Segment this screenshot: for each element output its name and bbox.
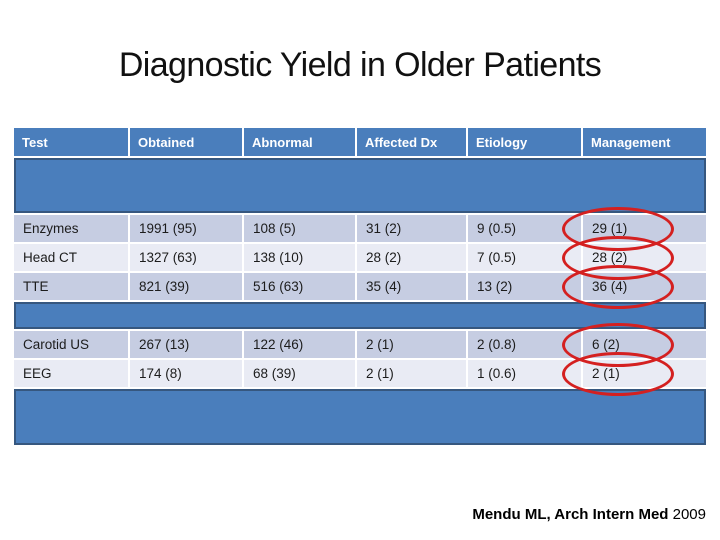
citation-year: 2009	[668, 506, 706, 523]
cell-affected-dx: 35 (4)	[357, 273, 466, 300]
hidden-row-band-middle	[14, 302, 706, 329]
cell-etiology: 7 (0.5)	[468, 244, 581, 271]
column-header-affected-dx: Affected Dx	[357, 128, 466, 156]
cell-management: 6 (2)	[562, 322, 706, 367]
column-header-etiology: Etiology	[468, 128, 581, 156]
column-header-test: Test	[14, 128, 128, 156]
column-header-management: Management	[583, 128, 706, 156]
diagnostic-yield-table: Test Obtained Abnormal Affected Dx Etiol…	[14, 128, 706, 445]
cell-etiology: 1 (0.6)	[468, 360, 581, 387]
cell-etiology: 13 (2)	[468, 273, 581, 300]
cell-test: Carotid US	[14, 331, 128, 358]
cell-management-value: 2 (1)	[592, 366, 620, 381]
cell-abnormal: 138 (10)	[244, 244, 355, 271]
cell-affected-dx: 28 (2)	[357, 244, 466, 271]
cell-management-value: 29 (1)	[592, 221, 628, 236]
cell-test: TTE	[14, 273, 128, 300]
cell-obtained: 1991 (95)	[130, 215, 242, 242]
cell-obtained: 821 (39)	[130, 273, 242, 300]
cell-etiology: 9 (0.5)	[468, 215, 581, 242]
column-header-abnormal: Abnormal	[244, 128, 355, 156]
cell-management: 28 (2)	[562, 235, 706, 280]
column-header-obtained: Obtained	[130, 128, 242, 156]
cell-management: 2 (1)	[562, 351, 706, 396]
cell-management: 29 (1)	[562, 206, 706, 251]
cell-abnormal: 108 (5)	[244, 215, 355, 242]
cell-abnormal: 68 (39)	[244, 360, 355, 387]
cell-management: 36 (4)	[562, 264, 706, 309]
cell-test: Enzymes	[14, 215, 128, 242]
hidden-row-band-top	[14, 158, 706, 213]
cell-management-value: 28 (2)	[592, 250, 628, 265]
slide-title: Diagnostic Yield in Older Patients	[118, 46, 602, 84]
cell-affected-dx: 31 (2)	[357, 215, 466, 242]
cell-affected-dx: 2 (1)	[357, 360, 466, 387]
citation-source: Mendu ML, Arch Intern Med	[472, 506, 669, 523]
cell-obtained: 174 (8)	[130, 360, 242, 387]
hidden-row-band-bottom	[14, 389, 706, 445]
cell-management-value: 36 (4)	[592, 279, 628, 294]
cell-test: Head CT	[14, 244, 128, 271]
cell-test: EEG	[14, 360, 128, 387]
citation: Mendu ML, Arch Intern Med 2009	[472, 506, 706, 523]
cell-obtained: 1327 (63)	[130, 244, 242, 271]
cell-etiology: 2 (0.8)	[468, 331, 581, 358]
cell-abnormal: 122 (46)	[244, 331, 355, 358]
cell-affected-dx: 2 (1)	[357, 331, 466, 358]
cell-obtained: 267 (13)	[130, 331, 242, 358]
cell-management-value: 6 (2)	[592, 337, 620, 352]
cell-abnormal: 516 (63)	[244, 273, 355, 300]
